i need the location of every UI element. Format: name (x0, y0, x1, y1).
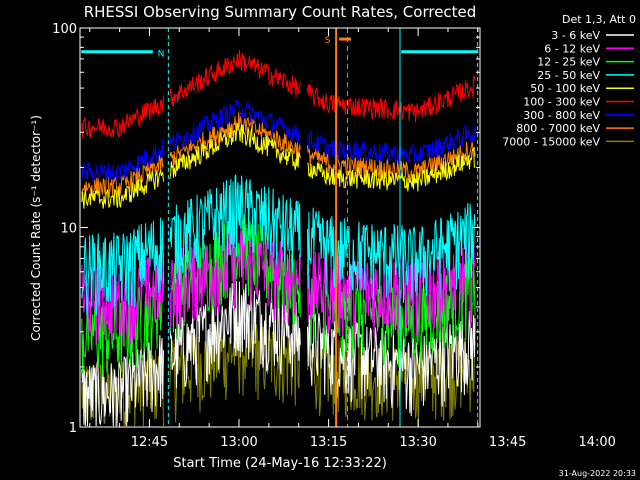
axes-layer: 12:45 13:00 13:15 13:30 13:45 14:00 1 10 100 (52, 22, 616, 450)
legend-entry-label: 300 - 800 keV (523, 109, 600, 122)
legend-entry-label: 800 - 7000 keV (516, 122, 600, 135)
legend-entry-label: 25 - 50 keV (537, 69, 600, 82)
legend-entry-label: 12 - 25 keV (537, 56, 600, 69)
legend-entry-label: 100 - 300 keV (523, 96, 600, 109)
plot-layer: NS (81, 28, 479, 427)
x-tick-label: 12:45 (131, 435, 168, 450)
y-tick-label: 10 (60, 222, 77, 237)
y-tick-label: 100 (52, 22, 77, 37)
y-tick-label: 1 (69, 421, 77, 436)
x-tick-label: 13:00 (220, 435, 257, 450)
flag-label-n: N (158, 49, 165, 59)
x-tick-label: 13:45 (489, 435, 526, 450)
x-axis-label: Start Time (24-May-16 12:33:22) (173, 456, 387, 471)
x-tick-label: 14:00 (578, 435, 615, 450)
legend-entry-label: 7000 - 15000 keV (502, 135, 600, 148)
legend-entry-label: 6 - 12 keV (544, 42, 600, 55)
chart-title: RHESSI Observing Summary Count Rates, Co… (84, 3, 477, 21)
legend-title: Det 1,3, Att 0 (562, 13, 636, 26)
x-tick-label: 13:15 (310, 435, 347, 450)
legend-entry-label: 50 - 100 keV (530, 82, 600, 95)
timestamp: 31-Aug-2022 20:33 (559, 469, 636, 478)
flag-label-s: S (325, 36, 331, 46)
y-axis-label: Corrected Count Rate (s⁻¹ detector⁻¹) (29, 115, 43, 341)
legend-entry-label: 3 - 6 keV (551, 29, 600, 42)
x-tick-label: 13:30 (399, 435, 436, 450)
